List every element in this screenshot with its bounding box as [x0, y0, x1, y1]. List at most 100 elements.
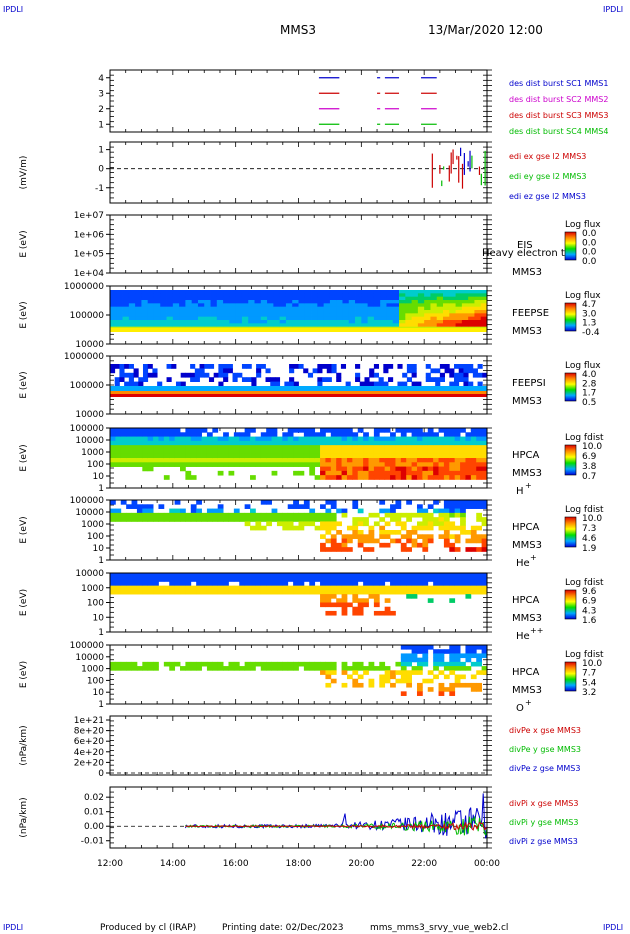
spectrogram-cell	[325, 602, 332, 608]
spectrogram-cell	[481, 517, 488, 522]
spectrogram-cell	[352, 666, 359, 671]
spectrogram-cell	[136, 449, 143, 455]
spectrogram-cell	[438, 691, 445, 696]
spectrogram-cell	[147, 436, 154, 442]
spectrogram-cell	[212, 512, 219, 518]
spectrogram-cell	[279, 300, 287, 304]
spectrogram-cell	[153, 666, 159, 671]
spectrogram-cell	[260, 512, 267, 518]
spectrogram-cell	[218, 364, 224, 369]
spectrogram-cell	[346, 674, 353, 680]
spectrogram-cell	[481, 573, 488, 578]
spectrogram-cell	[303, 453, 310, 459]
spectrogram-cell	[379, 682, 386, 688]
spectrogram-cell	[422, 589, 429, 595]
spectrogram-cell	[406, 581, 412, 587]
spectrogram-cell	[320, 428, 326, 433]
spectrogram-cell	[142, 445, 149, 450]
spectrogram-cell	[449, 372, 455, 378]
spectrogram-cell	[204, 310, 211, 314]
spectrogram-cell	[126, 440, 132, 446]
spectrogram-cell	[395, 449, 402, 455]
spectrogram-cell	[357, 542, 364, 548]
spectrogram-cell	[454, 682, 461, 688]
spectrogram-cell	[390, 462, 396, 467]
panel-border	[109, 285, 488, 345]
spectrogram-cell	[266, 581, 272, 587]
spectrogram-cell	[325, 475, 332, 480]
spectrogram-cell	[480, 310, 488, 314]
spectrogram-cell	[438, 436, 445, 442]
spectrogram-cell	[223, 512, 229, 518]
spectrogram-cell	[229, 290, 237, 294]
colorbar-tick-label: 1.3	[582, 319, 596, 329]
spectrogram-cell	[438, 428, 445, 433]
spectrogram-cell	[460, 500, 466, 505]
spectrogram-cell	[482, 372, 488, 378]
spectrogram-cell	[331, 368, 337, 374]
spectrogram-cell	[179, 313, 186, 318]
spectrogram-cell	[378, 377, 384, 382]
spectrogram-cell	[373, 310, 381, 314]
spectrogram-cell	[436, 293, 444, 298]
spectrogram-cell	[384, 585, 391, 591]
spectrogram-cell	[373, 313, 381, 318]
spectrogram-cell	[250, 589, 256, 595]
spectrogram-cell	[174, 432, 181, 437]
spectrogram-cell	[406, 547, 412, 552]
spectrogram-cell	[141, 290, 149, 294]
spectrogram-cell	[317, 296, 325, 301]
spectrogram-cell	[422, 573, 429, 578]
spectrogram-cell	[218, 372, 224, 378]
spectrogram-cell	[341, 458, 348, 463]
spectrogram-cell	[384, 521, 391, 527]
spectrogram-cell	[465, 453, 472, 459]
spectrogram-cell	[210, 300, 218, 304]
spectrogram-cell	[416, 462, 423, 467]
y-tick-label: 1000	[81, 520, 104, 530]
spectrogram-cell	[304, 300, 312, 304]
spectrogram-cell	[449, 649, 456, 654]
spectrogram-cell	[212, 436, 219, 442]
spectrogram-cell	[116, 300, 123, 304]
spectrogram-cell	[476, 475, 483, 480]
spectrogram-cell	[309, 436, 316, 442]
spectrogram-cell	[449, 691, 456, 696]
spectrogram-cell	[282, 512, 289, 518]
spectrogram-cell	[110, 508, 116, 514]
spectrogram-cell	[169, 666, 176, 671]
spectrogram-cell	[341, 445, 348, 450]
spectrogram-cell	[465, 530, 472, 535]
spectrogram-cell	[304, 303, 312, 308]
spectrogram-cell	[135, 323, 142, 328]
spectrogram-cell	[330, 436, 337, 442]
spectrogram-cell	[329, 320, 337, 324]
spectrogram-cell	[346, 436, 353, 442]
colorbar	[564, 661, 577, 692]
spectrogram-cell	[266, 458, 272, 463]
spectrogram-cell	[465, 645, 472, 650]
spectrogram-cell	[342, 293, 350, 298]
spectrogram-cell	[201, 581, 208, 587]
x-tick-label: 14:00	[160, 859, 186, 869]
spectrogram-cell	[406, 585, 412, 591]
spectrogram-cell	[265, 377, 271, 382]
spectrogram-cell	[443, 530, 450, 535]
spectrogram-cell	[468, 316, 475, 321]
spectrogram-cell	[208, 377, 215, 382]
spectrogram-cell	[422, 678, 429, 684]
spectrogram-cell	[436, 296, 444, 301]
spectrogram-cell	[481, 666, 488, 671]
spectrogram-cell	[309, 449, 316, 455]
spectrogram-cell	[110, 306, 117, 311]
spectrogram-cell	[476, 517, 483, 522]
spectrogram-cell	[390, 517, 396, 522]
spectrogram-cell	[169, 581, 176, 587]
spectrogram-cell	[406, 512, 412, 518]
spectrogram-cell	[438, 440, 445, 446]
spectrogram-cell	[174, 436, 181, 442]
spectrogram-cell	[455, 323, 463, 328]
spectrogram-cell	[147, 290, 155, 294]
spectrogram-cell	[293, 458, 299, 463]
